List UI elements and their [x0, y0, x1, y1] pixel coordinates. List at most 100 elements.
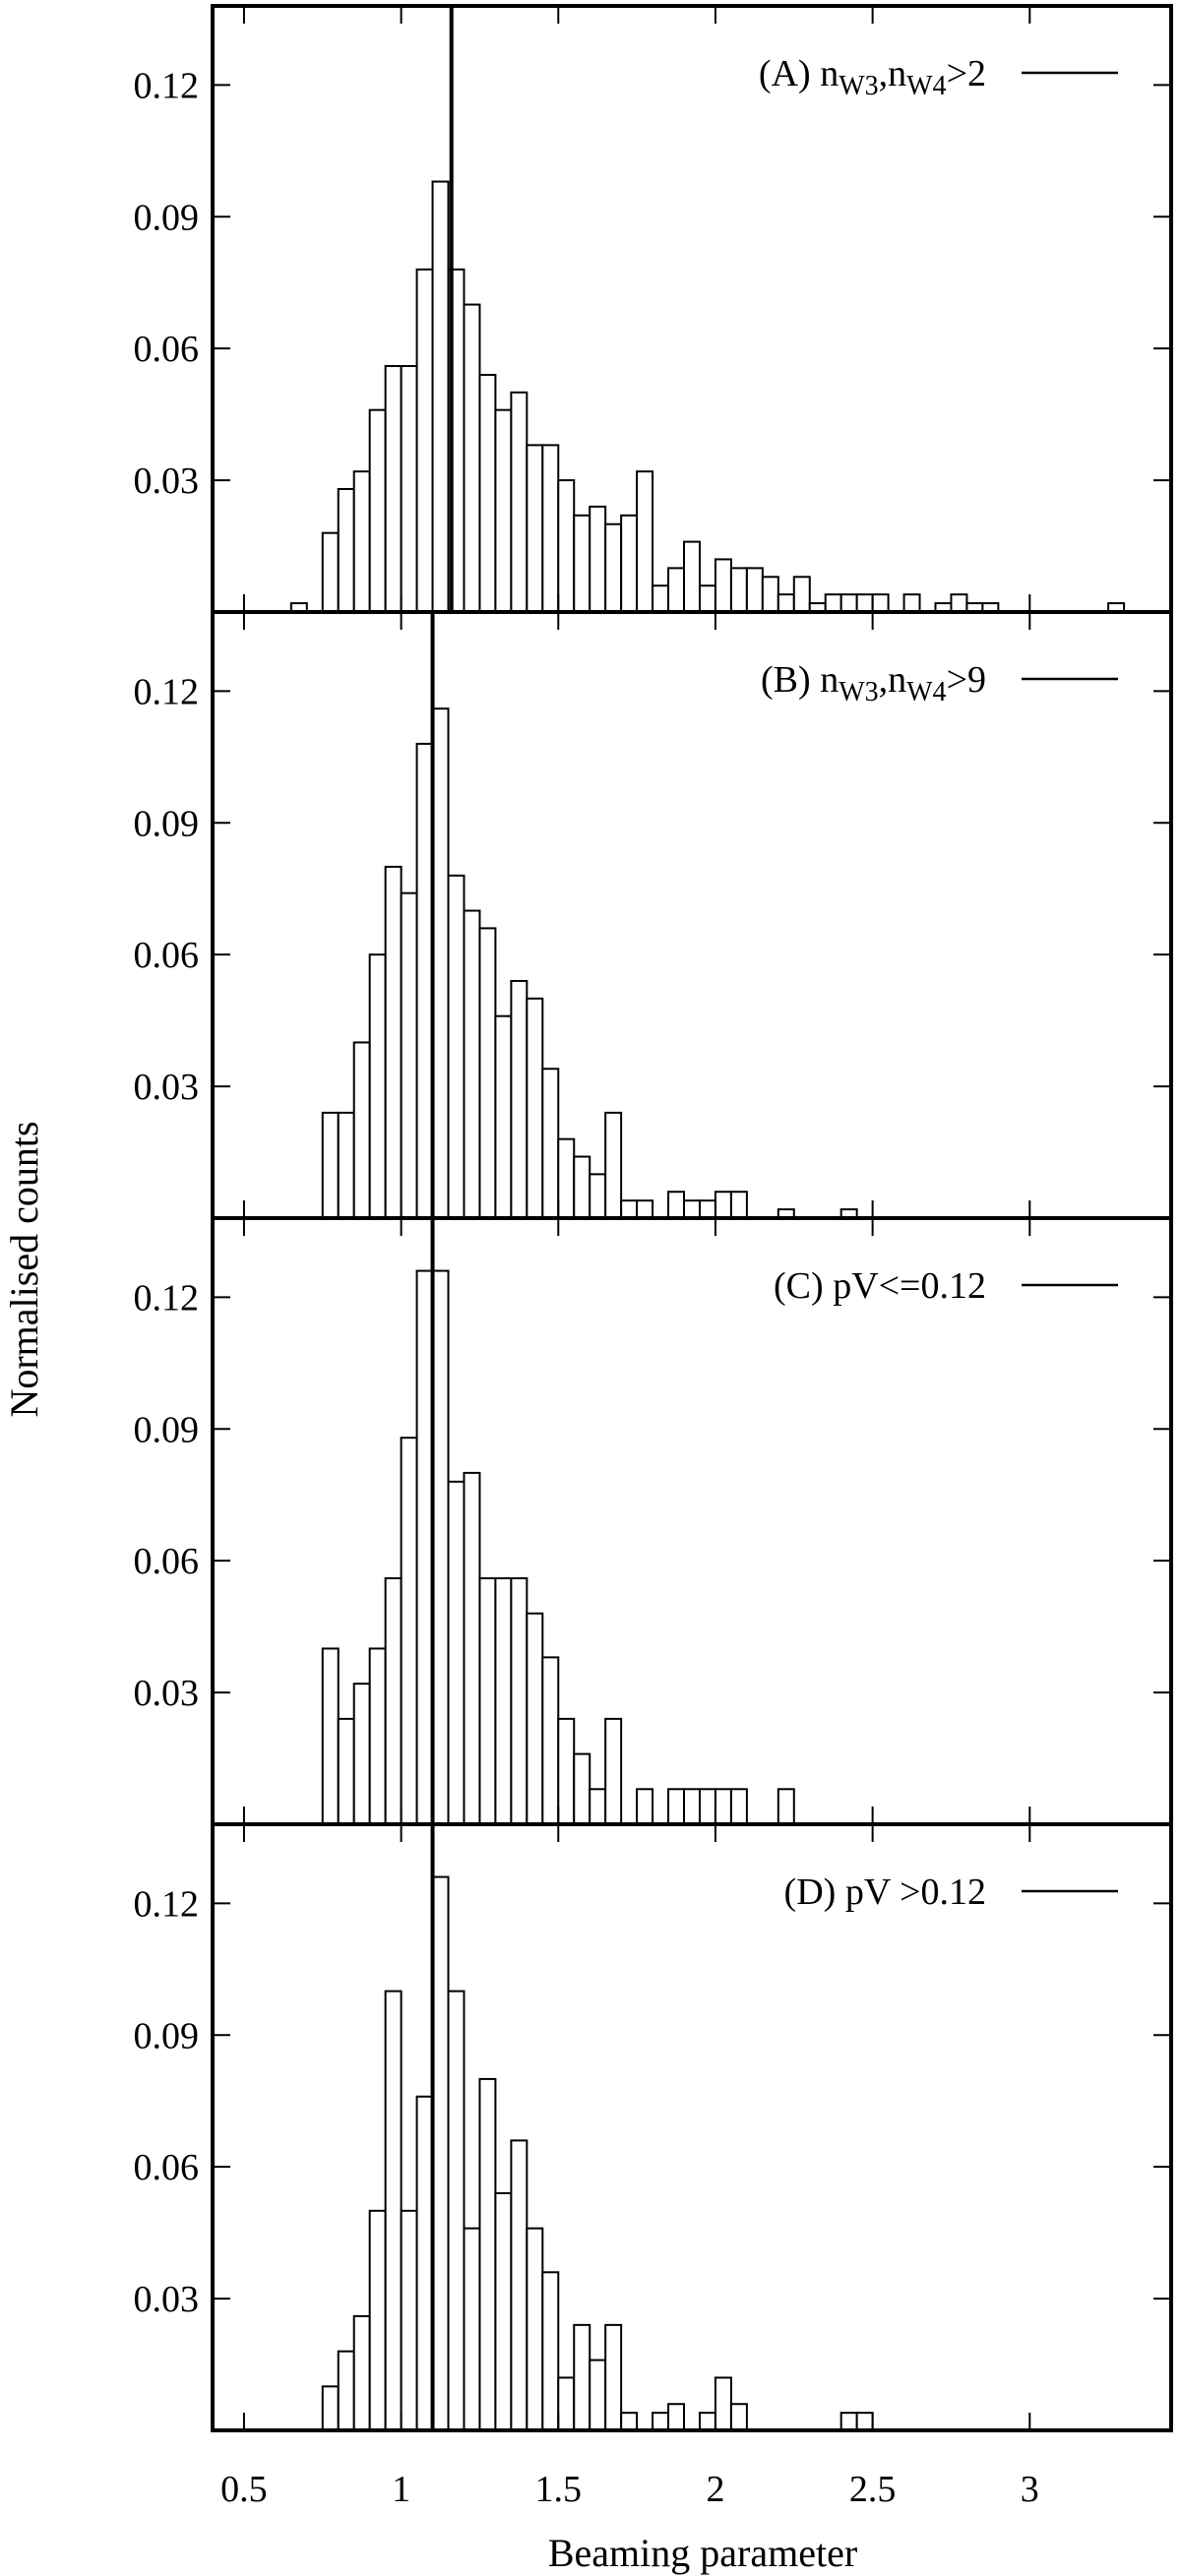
histogram-bar — [510, 979, 528, 1220]
legend-label-prefix: (D) — [784, 1871, 845, 1913]
histogram-bar — [855, 2412, 874, 2432]
histogram-bar — [368, 953, 387, 1219]
histogram-bar — [321, 2385, 340, 2431]
histogram-bar — [667, 1191, 686, 1220]
legend-label-subscript: W4 — [906, 71, 946, 101]
histogram-bar — [526, 997, 544, 1219]
histogram-bar — [729, 1788, 748, 1825]
x-tick-label: 0.5 — [220, 2469, 268, 2510]
histogram-bar — [604, 522, 623, 613]
y-tick-label: 0.12 — [134, 671, 200, 712]
histogram-bar — [447, 1990, 466, 2431]
panel-d: 0.03 0.06 0.09 0.12 (D) pV >0.12 — [134, 1822, 1173, 2432]
y-tick-label: 0.06 — [134, 1541, 200, 1582]
histogram-bar — [352, 470, 371, 613]
histogram-bar — [541, 1656, 560, 1826]
y-tick-label: 0.12 — [134, 65, 200, 106]
histogram-bar — [463, 303, 481, 613]
histogram-bar — [400, 891, 418, 1219]
histogram-bar — [400, 1437, 418, 1825]
x-tick-label: 2.5 — [849, 2469, 897, 2510]
histogram-bar — [478, 2077, 497, 2431]
histogram-bar — [526, 444, 544, 613]
x-axis: 0.5 1 1.5 2 2.5 3 — [220, 2469, 1039, 2510]
histogram-bar — [526, 1612, 544, 1825]
histogram-bar — [321, 1111, 340, 1219]
panel-c: 0.03 0.06 0.09 0.12 (C) pV<=0.12 — [134, 1216, 1173, 1826]
histogram-bar — [510, 391, 528, 613]
histogram-panels: 0.030.060.090.12 (A) nW3,nW4>20.030.060.0… — [134, 4, 1173, 2432]
histogram-bar — [494, 1577, 513, 1825]
x-tick-label: 2 — [706, 2469, 724, 2510]
y-tick-label: 0.09 — [134, 197, 200, 238]
x-tick-label: 1 — [392, 2469, 410, 2510]
y-tick-label: 0.03 — [134, 1673, 200, 1714]
histogram-bar — [871, 593, 890, 613]
histogram-bar — [384, 365, 403, 613]
histogram-bar — [761, 576, 779, 613]
legend-label-prefix: (B) — [761, 659, 820, 701]
histogram-bar — [384, 1990, 403, 2431]
histogram-bar — [510, 1577, 528, 1825]
histogram-bar — [400, 2209, 418, 2431]
histogram-bar — [667, 2403, 686, 2431]
histogram-bar — [478, 1577, 497, 1825]
histogram-bar — [337, 1111, 355, 1219]
y-tick-label: 0.03 — [134, 1067, 200, 1108]
histogram-bar — [589, 1173, 607, 1219]
histogram-bar — [478, 373, 497, 613]
histogram-bar — [337, 2350, 355, 2431]
legend-label-part: >9 — [947, 659, 986, 701]
histogram-bar — [698, 584, 716, 614]
histogram-bar — [352, 1683, 371, 1825]
histogram-bar — [415, 268, 434, 613]
histogram-bar — [604, 1717, 623, 1825]
histogram-bar — [431, 1269, 450, 1825]
histogram-bar — [431, 1875, 450, 2431]
histogram-bar — [573, 1155, 591, 1219]
histogram-bar — [494, 2191, 513, 2432]
y-axis-title: Normalised counts — [2, 1121, 46, 1417]
y-tick-label: 0.12 — [134, 1883, 200, 1925]
histogram-bar — [321, 531, 340, 613]
y-tick-label: 0.09 — [134, 2015, 200, 2056]
histogram-bar — [683, 1199, 701, 1219]
x-tick-label: 3 — [1021, 2469, 1039, 2510]
legend-label-subscript: W3 — [839, 71, 878, 101]
y-tick-label: 0.06 — [134, 935, 200, 976]
panel-frame — [211, 1822, 1173, 2432]
legend-label-subscript: W4 — [906, 677, 946, 707]
histogram-bar — [698, 1788, 716, 1825]
histogram-bar — [337, 488, 355, 613]
histogram-bar — [604, 2323, 623, 2432]
histogram-bar — [557, 2376, 576, 2432]
histogram-bar — [494, 408, 513, 613]
panel-b: 0.03 0.06 0.09 0.12 (B) nW3,nW4>9 — [134, 610, 1173, 1220]
x-tick-label: 1.5 — [535, 2469, 583, 2510]
legend-label-part: ,n — [879, 659, 907, 701]
y-tick-label: 0.09 — [134, 1409, 200, 1450]
histogram-bar — [352, 1041, 371, 1219]
histogram-bar — [636, 470, 654, 613]
histogram-bar — [352, 2314, 371, 2432]
histogram-bar — [463, 1471, 481, 1825]
histogram-bar — [321, 1647, 340, 1825]
histogram-bar — [777, 1788, 795, 1825]
histogram-bar — [573, 514, 591, 614]
histogram-bar — [950, 593, 968, 613]
histogram-bar — [589, 2359, 607, 2431]
histogram-bar — [620, 1199, 639, 1219]
histogram-bar — [839, 593, 858, 613]
histogram-bar — [447, 1480, 466, 1825]
histogram-bar — [384, 865, 403, 1219]
legend-label: (D) pV >0.12 — [784, 1871, 986, 1913]
histogram-bar — [745, 567, 764, 613]
legend-label-part: >2 — [947, 53, 986, 94]
histogram-bar — [557, 479, 576, 613]
histogram-bar — [683, 540, 701, 613]
histogram-bar — [620, 514, 639, 614]
y-tick-label: 0.03 — [134, 2279, 200, 2320]
legend-label-prefix: (C) — [774, 1265, 833, 1307]
histogram-bar — [777, 593, 795, 613]
